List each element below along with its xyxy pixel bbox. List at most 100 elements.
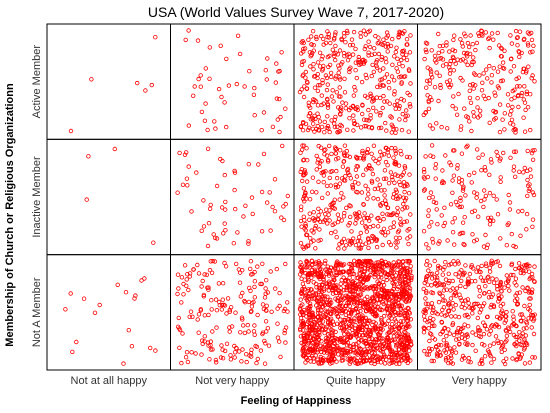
data-point <box>318 209 324 214</box>
data-point <box>389 74 395 79</box>
data-point <box>498 175 503 180</box>
data-point <box>494 277 499 282</box>
data-point <box>300 127 306 133</box>
data-point <box>361 359 366 364</box>
data-point <box>516 104 521 110</box>
data-point <box>430 75 435 80</box>
data-point <box>513 130 518 135</box>
data-point <box>490 292 496 297</box>
data-point <box>182 263 188 268</box>
data-point <box>312 319 317 325</box>
data-point <box>214 236 220 241</box>
data-point <box>448 360 454 365</box>
data-point <box>458 75 463 81</box>
data-point <box>339 353 344 358</box>
data-point <box>385 205 391 211</box>
data-point <box>456 91 461 97</box>
data-point <box>451 307 456 312</box>
data-point <box>440 49 445 54</box>
data-point <box>384 99 390 104</box>
data-point <box>259 127 264 133</box>
data-point <box>513 244 518 250</box>
data-point <box>529 325 534 330</box>
data-point <box>310 189 315 194</box>
data-point <box>341 214 347 219</box>
data-point <box>466 301 471 306</box>
data-point <box>322 129 327 135</box>
data-point <box>463 34 468 39</box>
data-point <box>444 61 449 67</box>
data-point <box>488 215 494 220</box>
data-point <box>263 319 269 324</box>
data-point <box>360 275 365 280</box>
data-point <box>383 120 388 126</box>
data-point <box>222 348 228 354</box>
data-point <box>529 37 535 43</box>
data-point <box>237 280 243 285</box>
data-point <box>305 127 311 133</box>
data-point <box>531 331 537 337</box>
data-point <box>523 70 529 75</box>
data-point <box>473 332 479 337</box>
data-point <box>246 161 251 167</box>
data-point <box>458 58 463 63</box>
data-point <box>365 187 371 192</box>
data-point <box>376 274 382 280</box>
data-point <box>356 234 362 240</box>
data-point <box>358 125 364 130</box>
data-point <box>389 174 395 180</box>
data-point <box>330 353 335 358</box>
data-point <box>351 93 356 98</box>
data-point <box>446 360 451 366</box>
data-point <box>306 103 312 108</box>
data-point <box>392 54 397 59</box>
data-point <box>214 183 220 189</box>
data-point <box>398 307 404 312</box>
data-point <box>520 208 525 214</box>
data-point <box>459 204 464 209</box>
data-point <box>436 241 441 246</box>
data-point <box>514 291 520 296</box>
data-point <box>191 267 196 272</box>
data-point <box>388 114 393 119</box>
data-point <box>359 266 364 272</box>
data-point <box>193 351 198 356</box>
data-point <box>299 224 304 229</box>
data-point <box>421 309 426 314</box>
data-point <box>451 55 456 61</box>
data-point <box>314 36 319 42</box>
data-point <box>522 345 527 351</box>
data-point <box>398 148 403 154</box>
data-point <box>361 259 366 264</box>
data-point <box>450 301 455 306</box>
data-point <box>354 156 360 161</box>
data-point <box>301 194 307 199</box>
data-point <box>123 290 129 295</box>
data-point <box>478 269 483 275</box>
data-point <box>402 74 408 79</box>
data-point <box>423 110 428 115</box>
data-point <box>448 296 454 301</box>
data-point <box>510 88 515 94</box>
data-point <box>470 330 475 335</box>
data-point <box>307 294 313 299</box>
panel-not-very-happy-inactive-member <box>170 138 295 256</box>
data-point <box>361 61 367 66</box>
data-point <box>390 357 395 362</box>
data-point <box>236 349 242 354</box>
data-point <box>369 125 375 130</box>
data-point <box>479 263 484 269</box>
data-point <box>347 334 352 340</box>
data-point <box>84 197 89 202</box>
data-point <box>497 158 502 163</box>
data-point <box>337 197 342 202</box>
data-point <box>421 286 426 292</box>
data-point <box>311 340 316 345</box>
data-point <box>363 44 368 49</box>
data-point <box>363 72 368 78</box>
data-point <box>507 200 513 205</box>
data-point <box>314 285 319 290</box>
x-tick-label: Not very happy <box>195 375 269 387</box>
data-point <box>319 282 325 287</box>
data-point <box>390 177 395 182</box>
